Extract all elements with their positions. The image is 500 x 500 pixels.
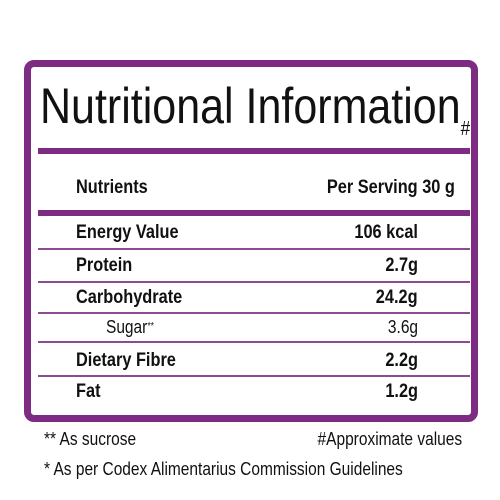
- row-name: Dietary Fibre: [76, 350, 192, 372]
- header-nutrient: Nutrients: [76, 177, 159, 199]
- row-value: 1.2g: [380, 381, 418, 403]
- row-name: Sugar**: [106, 316, 162, 338]
- row-name-text: Energy Value: [76, 222, 179, 243]
- row-value-text: 2.7g: [385, 255, 418, 276]
- footnote-text: #Approximate values: [317, 429, 462, 449]
- row-name-wrap: Energy Value: [76, 222, 179, 244]
- title: Nutritional Information#: [40, 78, 500, 145]
- row-divider: [38, 312, 470, 314]
- row-divider: [38, 341, 470, 343]
- row-name-text: Protein: [76, 255, 133, 276]
- divider: [38, 210, 470, 216]
- footnote: ** As sucrose: [44, 428, 151, 450]
- row-name-mark: **: [147, 321, 155, 332]
- row-name-text: Carbohydrate: [76, 287, 183, 308]
- row-value-text: 3.6g: [387, 317, 418, 337]
- row-value: 24.2g: [369, 287, 418, 309]
- row-name: Fat: [76, 381, 105, 403]
- title-mark: #: [460, 118, 471, 140]
- row-divider: [38, 281, 470, 283]
- footnote: #Approximate values: [294, 428, 462, 450]
- header-serving: Per Serving 30 g: [306, 177, 455, 199]
- row-value-text: 106 kcal: [354, 222, 418, 243]
- row-value: 3.6g: [383, 316, 418, 338]
- label-border: [24, 60, 478, 422]
- header-nutrient-text: Nutrients: [76, 177, 148, 198]
- divider: [38, 148, 470, 154]
- row-value-text: 24.2g: [376, 287, 418, 308]
- footnote-text: * As per Codex Alimentarius Commission G…: [44, 459, 403, 479]
- row-name: Carbohydrate: [76, 287, 200, 309]
- row-name: Energy Value: [76, 222, 195, 244]
- row-name-wrap: Protein: [76, 255, 132, 277]
- row-value-text: 2.2g: [385, 350, 418, 371]
- row-divider: [38, 375, 470, 377]
- title-text: Nutritional Information: [40, 78, 461, 134]
- row-name-wrap: Fat: [76, 381, 101, 403]
- row-divider: [38, 248, 470, 250]
- footnote-text: ** As sucrose: [44, 429, 137, 449]
- row-value: 106 kcal: [344, 222, 418, 244]
- row-name-text: Dietary Fibre: [76, 350, 176, 371]
- row-value: 2.2g: [380, 350, 418, 372]
- row-name-text: Sugar: [106, 317, 148, 337]
- footnote: * As per Codex Alimentarius Commission G…: [44, 458, 461, 480]
- row-value-text: 1.2g: [385, 381, 418, 402]
- row-name-wrap: Sugar**: [106, 316, 154, 338]
- row-name-wrap: Carbohydrate: [76, 287, 182, 309]
- row-value: 2.7g: [380, 255, 418, 277]
- header-serving-text: Per Serving 30 g: [326, 177, 455, 198]
- row-name-text: Fat: [76, 381, 101, 402]
- row-name-wrap: Dietary Fibre: [76, 350, 176, 372]
- row-name: Protein: [76, 255, 141, 277]
